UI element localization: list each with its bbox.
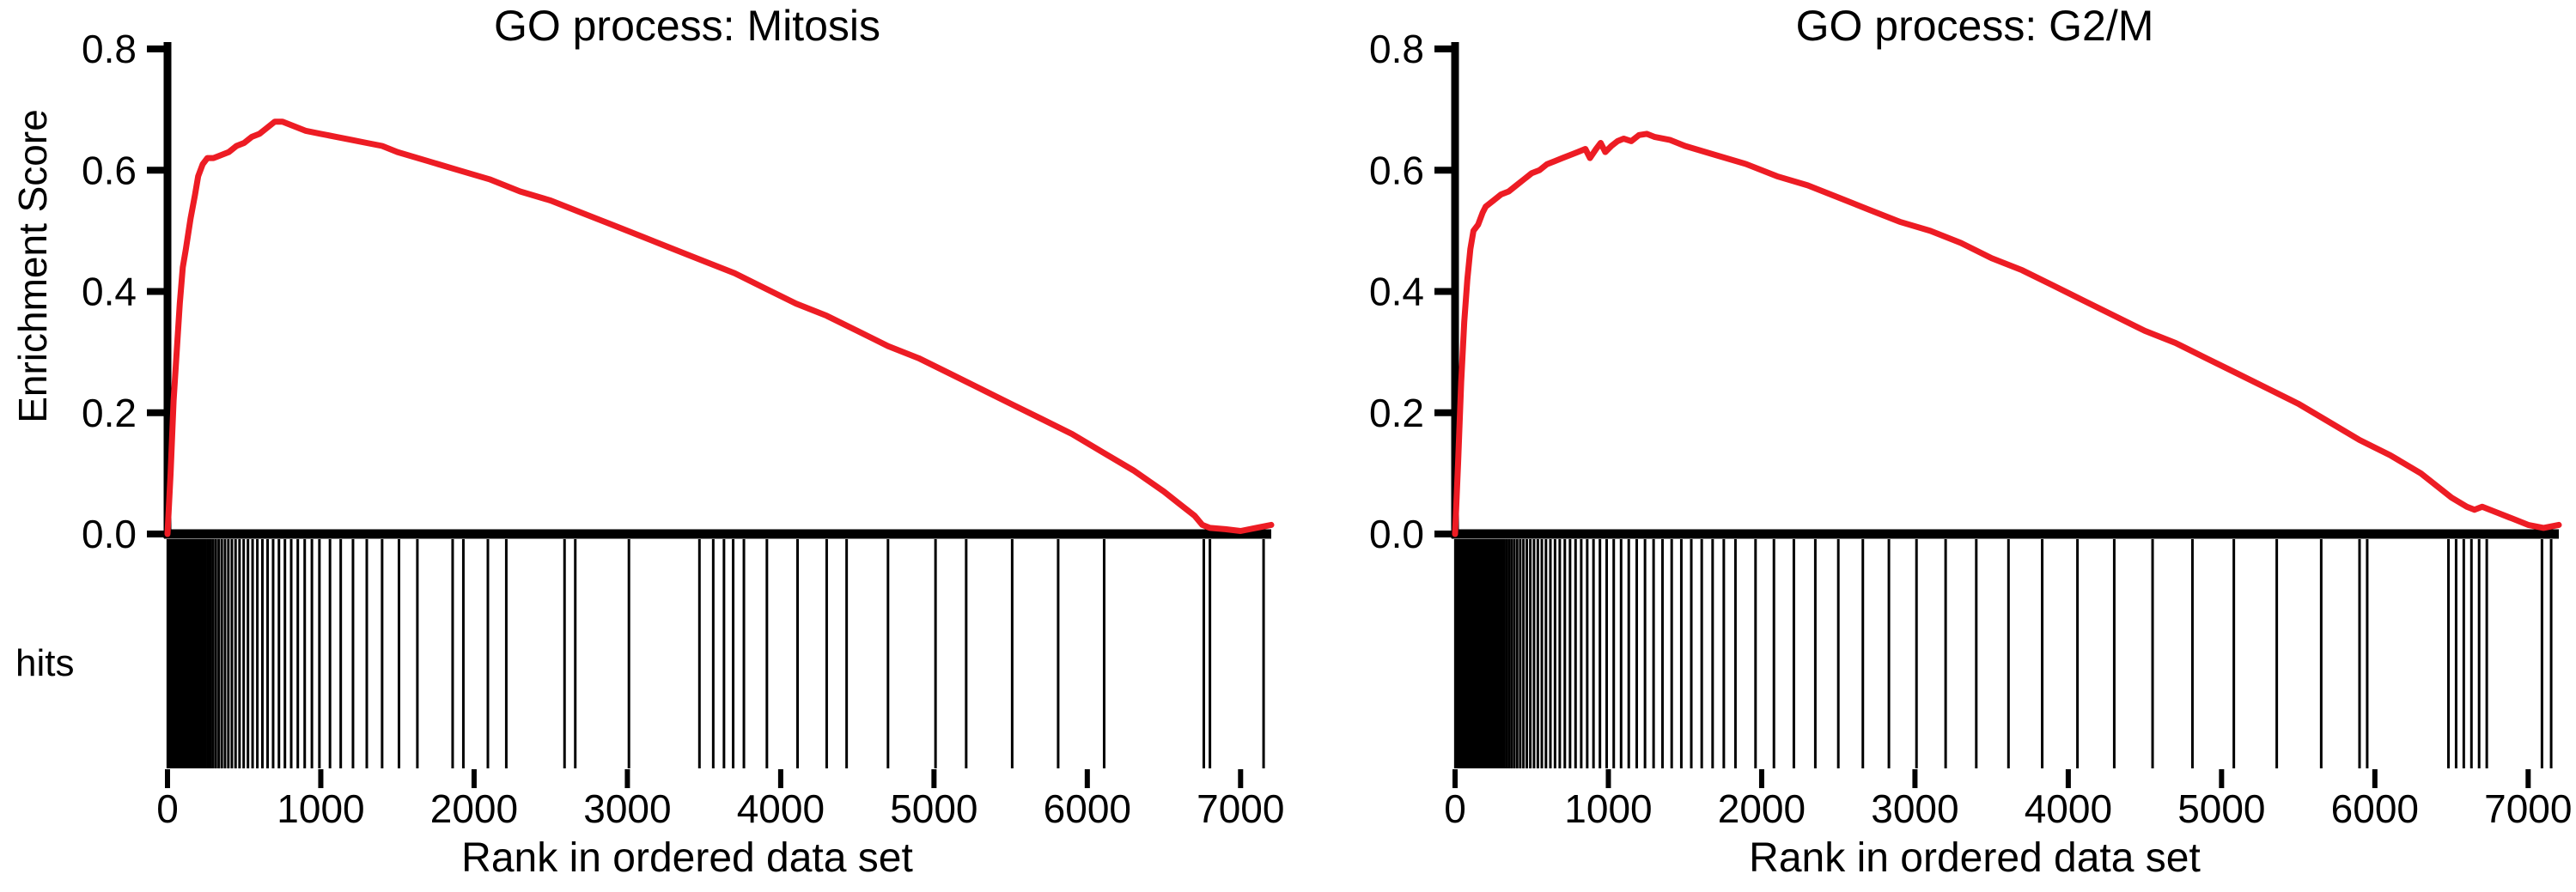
svg-text:0: 0: [156, 786, 179, 831]
svg-text:0.6: 0.6: [1369, 148, 1424, 192]
svg-text:0.8: 0.8: [1369, 27, 1424, 71]
svg-text:0.2: 0.2: [1369, 391, 1424, 435]
svg-text:0.2: 0.2: [82, 391, 137, 435]
svg-text:0.0: 0.0: [1369, 512, 1424, 556]
x-axis-label-g2m: Rank in ordered data set: [1749, 835, 2201, 881]
panel-title-g2m: GO process: G2/M: [1795, 2, 2154, 50]
svg-text:0.8: 0.8: [82, 27, 137, 71]
svg-text:5000: 5000: [890, 786, 977, 831]
svg-text:0.4: 0.4: [82, 270, 137, 314]
svg-text:0.0: 0.0: [82, 512, 137, 556]
svg-text:6000: 6000: [1044, 786, 1131, 831]
hits-label: hits: [15, 642, 75, 684]
x-axis-label-mitosis: Rank in ordered data set: [461, 835, 913, 881]
svg-text:3000: 3000: [583, 786, 671, 831]
svg-text:0.6: 0.6: [82, 148, 137, 192]
svg-text:7000: 7000: [2484, 786, 2572, 831]
svg-text:1000: 1000: [1564, 786, 1652, 831]
svg-text:4000: 4000: [2025, 786, 2112, 831]
mitosis-plot: 0.0 0.2 0.4 0.6 0.8 0 1000 2000 3000 4000 5000 6000…: [82, 27, 1284, 831]
g2m-plot: 0.0 0.2 0.4 0.6 0.8 0 1000 2000 3000 4000 5000 6000…: [1369, 27, 2572, 831]
svg-text:2000: 2000: [1718, 786, 1806, 831]
svg-text:4000: 4000: [737, 786, 825, 831]
panel-title-mitosis: GO process: Mitosis: [493, 2, 881, 50]
panel-mitosis: GO process: Mitosis Enrichment Score hit…: [10, 2, 1284, 881]
svg-text:0: 0: [1444, 786, 1466, 831]
svg-text:0.4: 0.4: [1369, 270, 1424, 314]
svg-text:5000: 5000: [2177, 786, 2265, 831]
svg-text:6000: 6000: [2331, 786, 2419, 831]
panel-g2m: GO process: G2/M Rank in ordered data se…: [1288, 0, 2575, 892]
svg-text:7000: 7000: [1197, 786, 1284, 831]
svg-text:2000: 2000: [430, 786, 518, 831]
svg-text:1000: 1000: [277, 786, 364, 831]
svg-text:3000: 3000: [1871, 786, 1958, 831]
